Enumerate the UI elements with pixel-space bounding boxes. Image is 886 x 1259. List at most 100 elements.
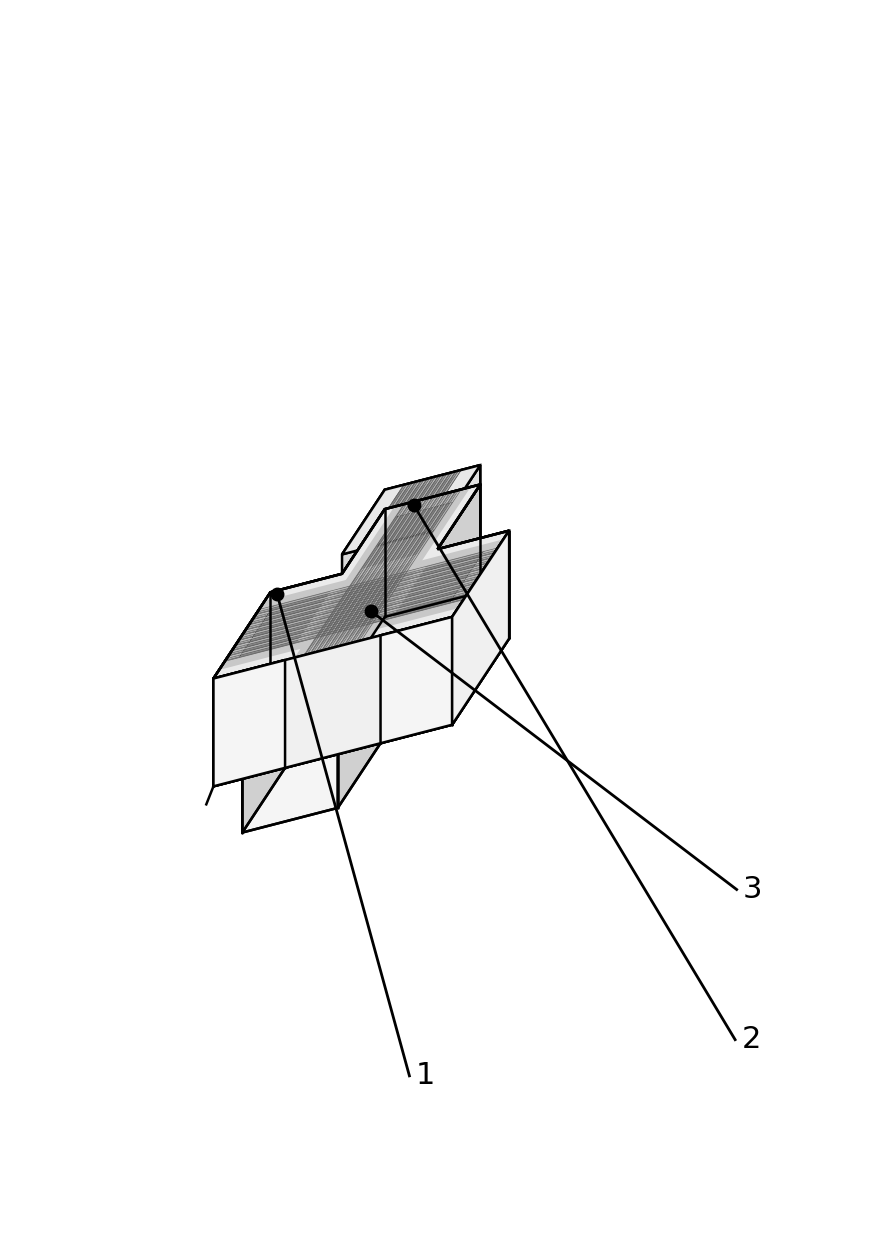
Polygon shape bbox=[231, 588, 471, 651]
Polygon shape bbox=[243, 504, 404, 725]
Polygon shape bbox=[261, 490, 461, 720]
Polygon shape bbox=[399, 475, 443, 540]
Polygon shape bbox=[342, 524, 442, 554]
Polygon shape bbox=[249, 562, 488, 624]
Polygon shape bbox=[214, 485, 509, 725]
Polygon shape bbox=[361, 470, 461, 549]
Polygon shape bbox=[384, 478, 429, 544]
Polygon shape bbox=[244, 569, 484, 633]
Polygon shape bbox=[214, 599, 463, 679]
Polygon shape bbox=[299, 494, 443, 710]
Polygon shape bbox=[249, 562, 488, 624]
Polygon shape bbox=[245, 567, 486, 631]
Polygon shape bbox=[270, 501, 415, 718]
Polygon shape bbox=[242, 572, 482, 636]
Polygon shape bbox=[214, 592, 270, 787]
Polygon shape bbox=[273, 501, 417, 716]
Polygon shape bbox=[315, 490, 460, 706]
Polygon shape bbox=[401, 473, 446, 539]
Polygon shape bbox=[252, 504, 404, 723]
Polygon shape bbox=[253, 556, 492, 619]
Polygon shape bbox=[227, 596, 466, 658]
Polygon shape bbox=[305, 492, 448, 709]
Polygon shape bbox=[225, 598, 464, 661]
Polygon shape bbox=[214, 617, 452, 787]
Polygon shape bbox=[225, 548, 498, 661]
Polygon shape bbox=[342, 509, 385, 681]
Polygon shape bbox=[261, 504, 406, 720]
Polygon shape bbox=[313, 491, 457, 706]
Polygon shape bbox=[387, 477, 431, 543]
Polygon shape bbox=[225, 598, 464, 661]
Polygon shape bbox=[243, 660, 285, 832]
Polygon shape bbox=[235, 583, 475, 646]
Polygon shape bbox=[296, 495, 440, 711]
Polygon shape bbox=[285, 636, 381, 768]
Text: 1: 1 bbox=[416, 1061, 435, 1090]
Polygon shape bbox=[243, 700, 338, 832]
Polygon shape bbox=[380, 465, 480, 496]
Polygon shape bbox=[342, 485, 404, 554]
Polygon shape bbox=[233, 585, 473, 648]
Polygon shape bbox=[293, 496, 438, 711]
Polygon shape bbox=[395, 476, 440, 540]
Polygon shape bbox=[247, 564, 487, 628]
Polygon shape bbox=[305, 492, 448, 709]
Polygon shape bbox=[413, 471, 457, 536]
Polygon shape bbox=[404, 473, 448, 539]
Polygon shape bbox=[256, 551, 495, 614]
Polygon shape bbox=[264, 504, 408, 719]
Polygon shape bbox=[257, 549, 497, 612]
Polygon shape bbox=[301, 494, 446, 710]
Polygon shape bbox=[319, 485, 480, 705]
Polygon shape bbox=[438, 465, 480, 549]
Polygon shape bbox=[410, 472, 455, 536]
Polygon shape bbox=[270, 574, 342, 700]
Polygon shape bbox=[237, 580, 477, 643]
Polygon shape bbox=[278, 500, 423, 715]
Polygon shape bbox=[387, 477, 431, 543]
Polygon shape bbox=[296, 495, 440, 711]
Polygon shape bbox=[276, 500, 420, 716]
Polygon shape bbox=[310, 491, 455, 708]
Polygon shape bbox=[385, 465, 480, 509]
Polygon shape bbox=[367, 483, 411, 548]
Polygon shape bbox=[229, 593, 468, 656]
Polygon shape bbox=[290, 496, 434, 713]
Polygon shape bbox=[268, 502, 411, 719]
Polygon shape bbox=[307, 492, 452, 708]
Polygon shape bbox=[381, 480, 426, 544]
Polygon shape bbox=[282, 499, 426, 715]
Polygon shape bbox=[299, 494, 443, 710]
Polygon shape bbox=[438, 531, 509, 621]
Polygon shape bbox=[233, 585, 473, 648]
Polygon shape bbox=[377, 485, 480, 522]
Text: 3: 3 bbox=[742, 875, 762, 904]
Polygon shape bbox=[230, 590, 470, 653]
Polygon shape bbox=[227, 596, 466, 658]
Polygon shape bbox=[240, 574, 480, 638]
Polygon shape bbox=[381, 480, 426, 544]
Polygon shape bbox=[307, 492, 452, 708]
Polygon shape bbox=[214, 617, 452, 787]
Polygon shape bbox=[257, 549, 497, 612]
Polygon shape bbox=[278, 500, 423, 715]
Polygon shape bbox=[240, 574, 480, 638]
Polygon shape bbox=[238, 578, 478, 641]
Polygon shape bbox=[361, 485, 406, 549]
Polygon shape bbox=[418, 465, 480, 535]
Polygon shape bbox=[284, 497, 429, 714]
Polygon shape bbox=[390, 477, 434, 543]
Polygon shape bbox=[404, 473, 448, 539]
Polygon shape bbox=[369, 482, 415, 548]
Polygon shape bbox=[315, 490, 460, 706]
Polygon shape bbox=[264, 504, 408, 719]
Polygon shape bbox=[287, 497, 431, 713]
Polygon shape bbox=[395, 476, 440, 540]
Polygon shape bbox=[290, 496, 434, 713]
Polygon shape bbox=[392, 476, 438, 541]
Polygon shape bbox=[242, 572, 482, 636]
Polygon shape bbox=[270, 501, 415, 718]
Polygon shape bbox=[259, 531, 509, 609]
Polygon shape bbox=[238, 578, 478, 641]
